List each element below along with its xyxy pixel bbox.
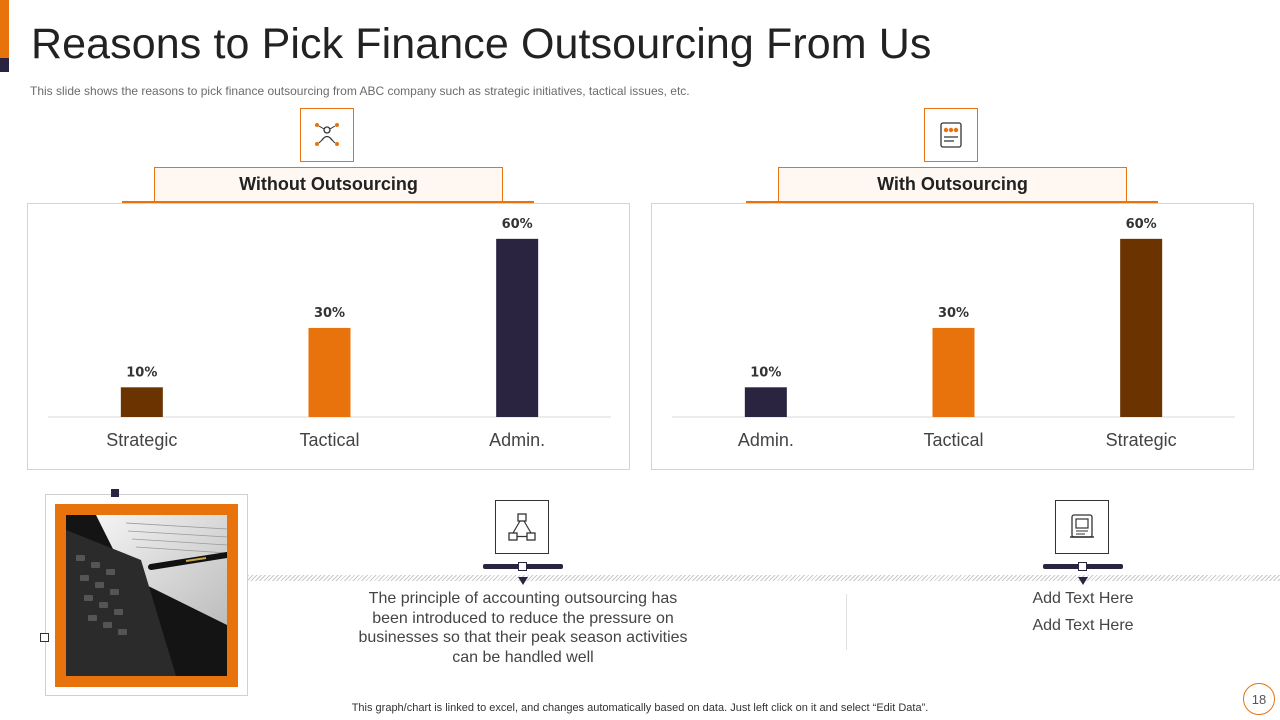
bar-admin[interactable] <box>744 387 787 417</box>
calculator-photo-frame[interactable] <box>45 494 248 696</box>
data-label-strategic: 10% <box>126 365 157 380</box>
scroll-document-icon <box>1055 500 1109 554</box>
without-outsourcing-chart[interactable]: 10% Strategic 30% Tactical 60% Admin. <box>27 203 630 470</box>
bar-strategic[interactable] <box>120 387 163 417</box>
title-accent-bar <box>0 0 9 58</box>
slide-subtitle: This slide shows the reasons to pick fin… <box>30 84 690 98</box>
without-outsourcing-underline <box>122 201 534 204</box>
slide-title: Reasons to Pick Finance Outsourcing From… <box>31 20 932 68</box>
chart-edit-note: This graph/chart is linked to excel, and… <box>351 702 929 714</box>
with-outsourcing-header: With Outsourcing <box>778 167 1127 201</box>
bar-tactical[interactable] <box>932 327 975 417</box>
category-label-tactical: Tactical <box>923 430 983 450</box>
photo-handle-left[interactable] <box>40 633 49 642</box>
items-divider <box>846 594 847 650</box>
page-number: 18 <box>1243 683 1275 715</box>
with-outsourcing-chart[interactable]: 10% Admin. 30% Tactical 60% Strategic <box>651 203 1254 470</box>
team-network-icon <box>300 108 354 162</box>
item-1-node <box>518 562 527 571</box>
with-outsourcing-underline <box>746 201 1158 204</box>
item-1-pointer <box>518 577 528 585</box>
photo-orange-border <box>55 504 238 687</box>
bar-tactical[interactable] <box>308 327 351 417</box>
with-outsourcing-chart-svg: 10% Admin. 30% Tactical 60% Strategic <box>672 217 1235 450</box>
item-1-text: The principle of accounting outsourcing … <box>358 590 688 666</box>
category-label-admin: Admin. <box>738 430 794 450</box>
photo-handle-top[interactable] <box>111 489 119 497</box>
data-label-admin: 60% <box>502 217 533 232</box>
outsourcing-people-icon <box>924 108 978 162</box>
item-2-node <box>1078 562 1087 571</box>
calculator-photo <box>66 515 227 676</box>
timeline-hatch-line <box>248 575 1280 581</box>
category-label-strategic: Strategic <box>1106 430 1177 450</box>
bar-admin[interactable] <box>496 238 539 417</box>
data-label-tactical: 30% <box>938 306 969 321</box>
category-label-tactical: Tactical <box>299 430 359 450</box>
network-hierarchy-icon <box>495 500 549 554</box>
title-accent-square <box>0 58 9 72</box>
data-label-strategic: 60% <box>1126 217 1157 232</box>
item-2-text-2: Add Text Here <box>1032 617 1134 634</box>
item-2-pointer <box>1078 577 1088 585</box>
data-label-admin: 10% <box>750 365 781 380</box>
data-label-tactical: 30% <box>314 306 345 321</box>
category-label-admin: Admin. <box>489 430 545 450</box>
bar-strategic[interactable] <box>1120 238 1163 417</box>
category-label-strategic: Strategic <box>106 430 177 450</box>
item-2-text-1: Add Text Here <box>1032 590 1134 607</box>
without-outsourcing-chart-svg: 10% Strategic 30% Tactical 60% Admin. <box>48 217 611 450</box>
without-outsourcing-header: Without Outsourcing <box>154 167 503 201</box>
